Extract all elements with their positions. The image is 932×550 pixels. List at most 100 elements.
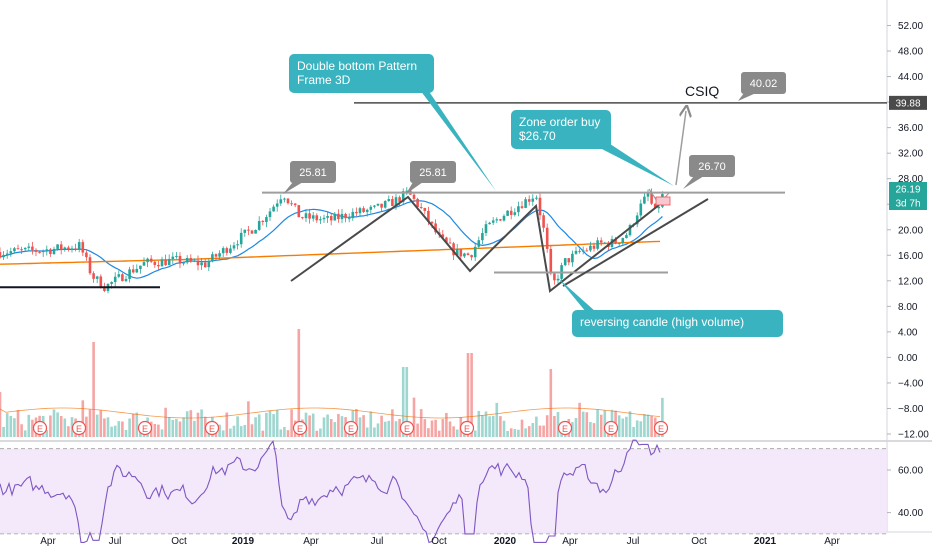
zone-tag-text: 26.70 bbox=[698, 161, 726, 173]
symbol-label: CSIQ bbox=[685, 83, 719, 99]
volume-bar bbox=[430, 420, 434, 437]
candle-body bbox=[563, 258, 567, 266]
candle-body bbox=[643, 196, 646, 204]
candle-body bbox=[427, 210, 430, 222]
volume-bar bbox=[362, 415, 365, 437]
volume-bar bbox=[481, 415, 484, 437]
candle-body bbox=[52, 248, 56, 254]
volume-bar bbox=[621, 418, 625, 437]
volume-bar bbox=[524, 428, 527, 437]
target-tag bbox=[741, 72, 786, 94]
volume-bar bbox=[466, 353, 470, 437]
last-price-label-text: 26.19 bbox=[895, 185, 920, 196]
volume-bar bbox=[135, 412, 139, 437]
volume-bar bbox=[85, 416, 88, 437]
volume-bar bbox=[265, 412, 268, 437]
time-label: Apr bbox=[562, 536, 578, 547]
last-price-label bbox=[889, 182, 927, 196]
volume-bar bbox=[646, 414, 650, 437]
volume-bar bbox=[517, 429, 520, 437]
volume-bar bbox=[157, 424, 160, 437]
candle-body bbox=[502, 215, 506, 221]
target-arrow bbox=[675, 111, 686, 186]
volume-bar bbox=[513, 429, 517, 437]
volume-bar bbox=[491, 415, 495, 437]
candle-body bbox=[167, 258, 171, 266]
volume-bar bbox=[322, 417, 326, 437]
candle-body bbox=[178, 255, 182, 264]
candle-body bbox=[326, 215, 329, 218]
volume-bar bbox=[520, 419, 524, 437]
volume-bar bbox=[545, 415, 549, 437]
volume-bar bbox=[398, 418, 401, 437]
candle-body bbox=[405, 190, 409, 192]
candle-body bbox=[124, 278, 128, 282]
candle-body bbox=[376, 203, 380, 206]
volume-bar bbox=[329, 419, 333, 437]
earnings-marker bbox=[653, 420, 669, 436]
candle-body bbox=[232, 245, 236, 249]
volume-bar bbox=[229, 428, 232, 437]
volume-bar bbox=[45, 429, 49, 437]
candle-body bbox=[527, 199, 531, 202]
peak2-tag-text: 25.81 bbox=[419, 167, 447, 179]
candle-body bbox=[286, 198, 290, 204]
candle-body bbox=[535, 197, 538, 199]
candle-body bbox=[542, 215, 545, 228]
moving-averages bbox=[0, 200, 663, 279]
candle-body bbox=[639, 203, 643, 216]
candle-body bbox=[92, 273, 95, 279]
volume-bar bbox=[121, 421, 124, 437]
rsi-band bbox=[0, 448, 887, 534]
candle-body bbox=[585, 250, 589, 252]
candle-body bbox=[311, 215, 315, 219]
time-label: 2021 bbox=[754, 536, 777, 547]
candle-body bbox=[319, 219, 322, 221]
rsi-tick-label: 60.00 bbox=[898, 466, 923, 477]
volume-bar bbox=[535, 416, 538, 437]
volume-bar bbox=[311, 413, 315, 437]
candle-body bbox=[117, 274, 121, 277]
volume-bar bbox=[502, 420, 506, 437]
volume-bar bbox=[124, 429, 128, 437]
earnings-marker bbox=[71, 420, 87, 436]
candle-body bbox=[189, 257, 193, 262]
candle-body bbox=[484, 224, 488, 234]
candle-body bbox=[182, 262, 185, 264]
pattern-drawings bbox=[0, 102, 887, 293]
volume-bar bbox=[308, 415, 311, 437]
candle-body bbox=[599, 240, 603, 243]
price-candles bbox=[0, 187, 664, 294]
candle-body bbox=[211, 254, 214, 262]
peak1-tag bbox=[290, 161, 336, 183]
candle-body bbox=[13, 248, 16, 252]
volume-bar bbox=[470, 353, 473, 437]
price-tick-label: 0.00 bbox=[898, 353, 918, 364]
candle-body bbox=[49, 249, 52, 254]
time-axis: Apr Jul Oct 2019 Apr Jul Oct 2020 Apr Jul Oct 2021 A… bbox=[40, 536, 840, 547]
candle-body bbox=[196, 260, 200, 266]
candle-body bbox=[20, 249, 23, 251]
volume-bar bbox=[427, 428, 430, 437]
volume-bar bbox=[391, 409, 394, 437]
volume-bar bbox=[31, 419, 34, 437]
double-bottom-callout bbox=[289, 54, 434, 93]
volume-bar bbox=[333, 422, 337, 437]
volume-bar bbox=[542, 425, 545, 437]
candle-body bbox=[99, 276, 103, 288]
candle-body bbox=[81, 242, 85, 253]
earnings-label: E bbox=[37, 424, 43, 434]
volume-bar bbox=[268, 410, 272, 437]
volume-bar bbox=[419, 409, 423, 437]
volume-bar bbox=[239, 426, 243, 437]
volume-bar bbox=[20, 424, 23, 437]
volume-bar bbox=[221, 430, 225, 437]
candle-body bbox=[207, 261, 211, 268]
zone-tag bbox=[689, 155, 735, 177]
candle-body bbox=[279, 199, 283, 204]
time-label: Jul bbox=[371, 536, 384, 547]
candle-body bbox=[398, 197, 401, 202]
candle-body bbox=[571, 253, 574, 263]
